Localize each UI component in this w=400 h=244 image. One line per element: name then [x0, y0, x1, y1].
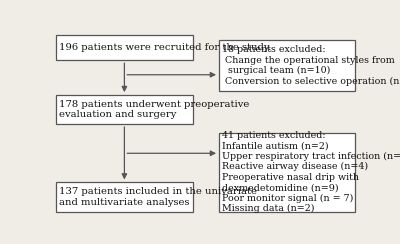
- Text: 196 patients were recruited for the study.: 196 patients were recruited for the stud…: [59, 43, 272, 52]
- FancyBboxPatch shape: [219, 40, 355, 91]
- Text: 18 patients excluded:
 Change the operational styles from
  surgical team (n=10): 18 patients excluded: Change the operati…: [222, 45, 400, 86]
- FancyBboxPatch shape: [56, 95, 193, 124]
- Text: 178 patients underwent preoperative
evaluation and surgery: 178 patients underwent preoperative eval…: [59, 100, 250, 119]
- FancyBboxPatch shape: [219, 133, 355, 212]
- Text: 41 patients excluded:
Infantile autism (n=2)
Upper respiratory tract infection (: 41 patients excluded: Infantile autism (…: [222, 131, 400, 213]
- Text: 137 patients included in the univariate
and multivariate analyses: 137 patients included in the univariate …: [59, 187, 257, 207]
- FancyBboxPatch shape: [56, 183, 193, 212]
- FancyBboxPatch shape: [56, 35, 193, 60]
